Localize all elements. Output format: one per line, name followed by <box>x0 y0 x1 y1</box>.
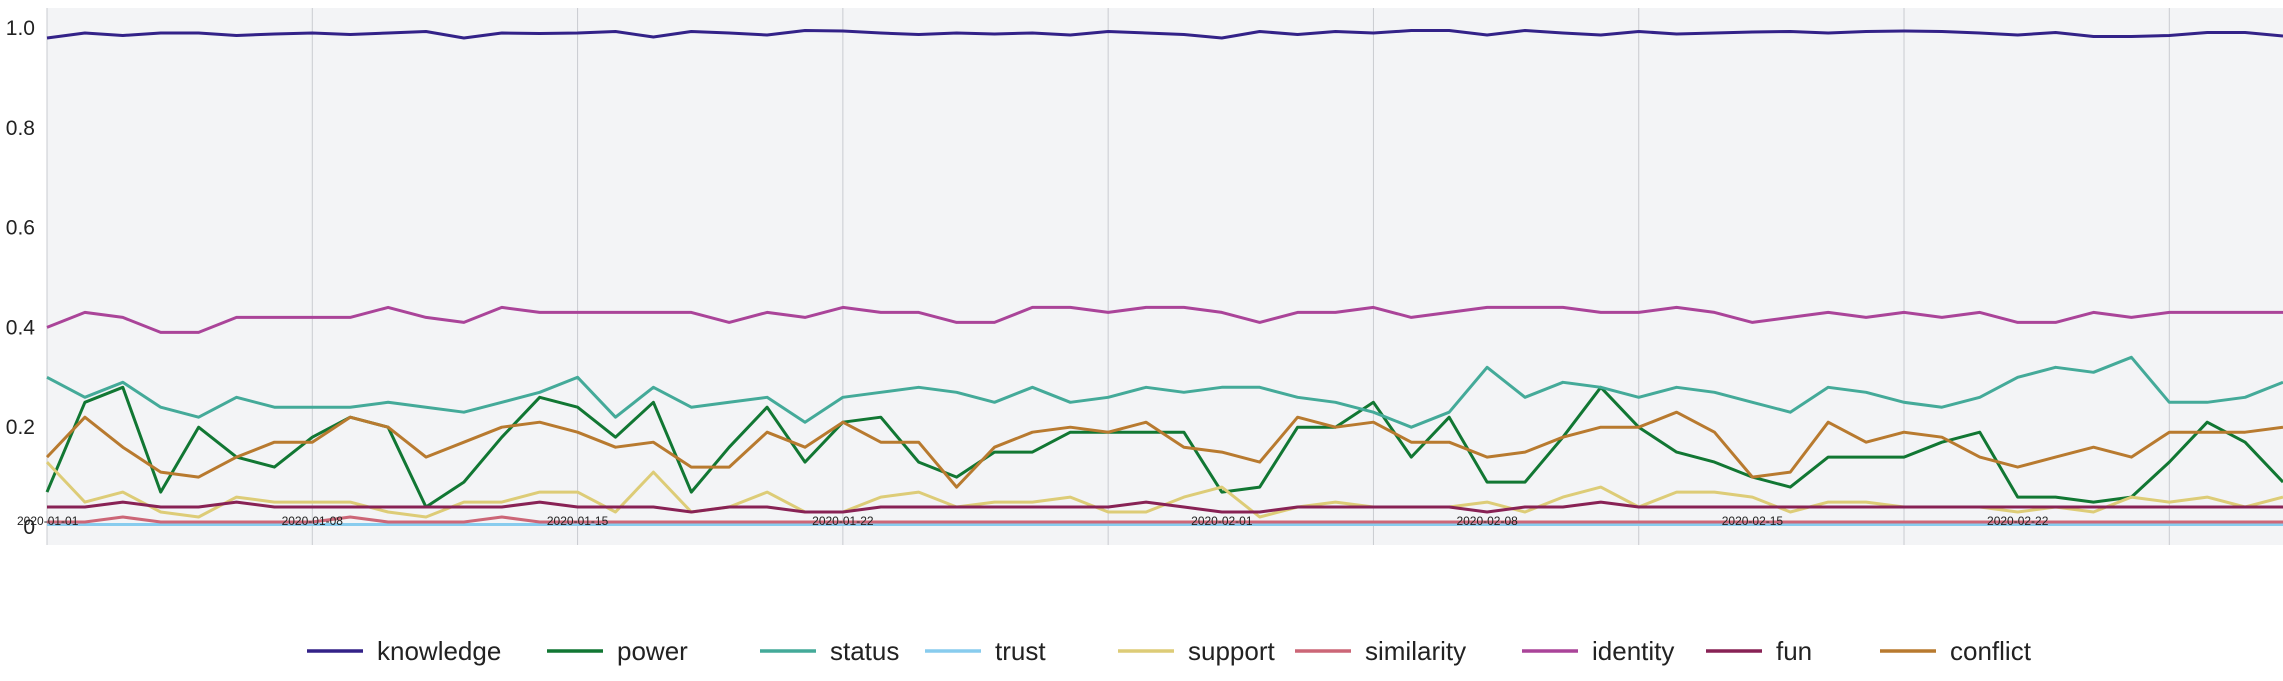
vertical-grid <box>46 8 2170 545</box>
x-tick-label: 2020-02-08 <box>1456 514 1518 528</box>
legend-item-support: support <box>1118 636 1275 666</box>
y-tick-label: 0 <box>23 516 35 539</box>
x-tick-label: 2020-01-08 <box>282 514 344 528</box>
y-axis-ticks: 0 0.2 0.4 0.6 0.8 1.0 <box>6 17 36 539</box>
series-line-power <box>45 385 2283 509</box>
x-tick-label: 2020-02-15 <box>1722 514 1784 528</box>
legend-item-trust: trust <box>925 636 1046 666</box>
y-tick-label: 0.8 <box>6 117 35 140</box>
x-tick-label: 2020-01-22 <box>812 514 874 528</box>
x-tick-label: 2020-02-01 <box>1191 514 1253 528</box>
x-tick-label: 2020-01-15 <box>547 514 609 528</box>
series-line-knowledge <box>46 29 2283 40</box>
series-line-status <box>46 355 2283 429</box>
plot-area <box>47 8 2283 545</box>
x-tick-label: 2020-01-01 <box>17 514 79 528</box>
y-tick-label: 0.2 <box>6 416 35 439</box>
legend-item-knowledge: knowledge <box>307 636 501 666</box>
series-line-conflict <box>45 410 2283 489</box>
legend-label: support <box>1188 636 1275 666</box>
series-lines <box>45 29 2283 526</box>
x-tick-label: 2020-02-22 <box>1987 514 2049 528</box>
legend-item-identity: identity <box>1522 636 1674 666</box>
legend-item-power: power <box>547 636 688 666</box>
legend-label: trust <box>995 636 1046 666</box>
series-line-similarity <box>47 515 2283 524</box>
legend-label: similarity <box>1365 636 1466 666</box>
legend-label: status <box>830 636 899 666</box>
y-tick-label: 0.4 <box>6 316 36 339</box>
legend-label: fun <box>1776 636 1812 666</box>
legend-label: power <box>617 636 688 666</box>
legend-label: knowledge <box>377 636 501 666</box>
legend-label: conflict <box>1950 636 2032 666</box>
legend: knowledge power status trust support similari… <box>307 636 2032 666</box>
legend-item-conflict: conflict <box>1880 636 2032 666</box>
legend-label: identity <box>1592 636 1674 666</box>
x-axis-ticks: 2020-01-01 2020-01-08 2020-01-15 2020-01-22… <box>17 514 2049 528</box>
legend-item-similarity: similarity <box>1295 636 1466 666</box>
y-tick-label: 1.0 <box>6 17 35 40</box>
series-line-identity <box>46 305 2283 334</box>
series-line-fun <box>47 500 2283 514</box>
legend-item-fun: fun <box>1706 636 1812 666</box>
y-tick-label: 0.6 <box>6 217 35 240</box>
legend-item-status: status <box>760 636 899 666</box>
